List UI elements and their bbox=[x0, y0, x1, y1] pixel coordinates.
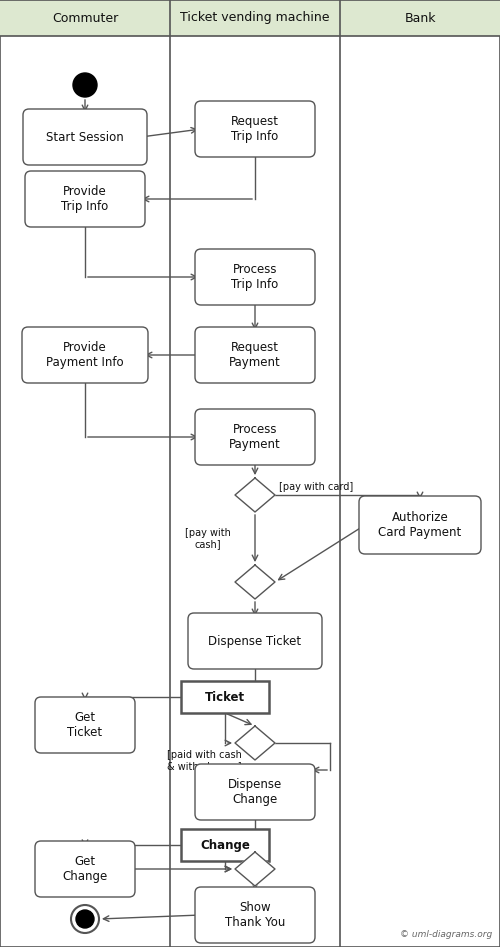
FancyBboxPatch shape bbox=[195, 101, 315, 157]
Text: Show
Thank You: Show Thank You bbox=[225, 901, 285, 929]
FancyBboxPatch shape bbox=[188, 613, 322, 669]
Polygon shape bbox=[235, 852, 275, 886]
Text: Request
Payment: Request Payment bbox=[229, 341, 281, 369]
FancyBboxPatch shape bbox=[22, 327, 148, 383]
Circle shape bbox=[76, 910, 94, 928]
Text: [pay with
cash]: [pay with cash] bbox=[185, 527, 231, 549]
Text: Get
Ticket: Get Ticket bbox=[68, 711, 102, 739]
Text: Ticket vending machine: Ticket vending machine bbox=[180, 11, 330, 25]
Text: Request
Trip Info: Request Trip Info bbox=[231, 115, 279, 143]
Text: [paid with cash
& with change]: [paid with cash & with change] bbox=[167, 750, 242, 772]
FancyBboxPatch shape bbox=[35, 697, 135, 753]
Text: Process
Trip Info: Process Trip Info bbox=[232, 263, 278, 291]
FancyBboxPatch shape bbox=[359, 496, 481, 554]
Text: Ticket: Ticket bbox=[205, 690, 245, 704]
FancyBboxPatch shape bbox=[25, 171, 145, 227]
FancyBboxPatch shape bbox=[195, 409, 315, 465]
Text: Bank: Bank bbox=[404, 11, 436, 25]
Polygon shape bbox=[235, 565, 275, 599]
FancyBboxPatch shape bbox=[195, 249, 315, 305]
Text: Dispense
Change: Dispense Change bbox=[228, 778, 282, 806]
Text: [pay with card]: [pay with card] bbox=[279, 482, 353, 492]
Text: Start Session: Start Session bbox=[46, 131, 124, 144]
Circle shape bbox=[73, 73, 97, 97]
Polygon shape bbox=[235, 478, 275, 512]
Bar bbox=[0, 0, 500, 36]
FancyBboxPatch shape bbox=[195, 887, 315, 943]
Text: Process
Payment: Process Payment bbox=[229, 423, 281, 451]
Text: Commuter: Commuter bbox=[52, 11, 118, 25]
Polygon shape bbox=[235, 726, 275, 760]
Text: Change: Change bbox=[200, 838, 250, 851]
Circle shape bbox=[71, 905, 99, 933]
Text: Dispense Ticket: Dispense Ticket bbox=[208, 634, 302, 648]
Text: Provide
Trip Info: Provide Trip Info bbox=[62, 185, 108, 213]
Text: Provide
Payment Info: Provide Payment Info bbox=[46, 341, 124, 369]
Text: Authorize
Card Payment: Authorize Card Payment bbox=[378, 511, 462, 539]
Bar bbox=[181, 829, 269, 861]
FancyBboxPatch shape bbox=[35, 841, 135, 897]
FancyBboxPatch shape bbox=[195, 327, 315, 383]
Text: Get
Change: Get Change bbox=[62, 855, 108, 883]
FancyBboxPatch shape bbox=[23, 109, 147, 165]
Bar bbox=[181, 681, 269, 713]
FancyBboxPatch shape bbox=[195, 764, 315, 820]
Text: © uml-diagrams.org: © uml-diagrams.org bbox=[400, 930, 492, 939]
